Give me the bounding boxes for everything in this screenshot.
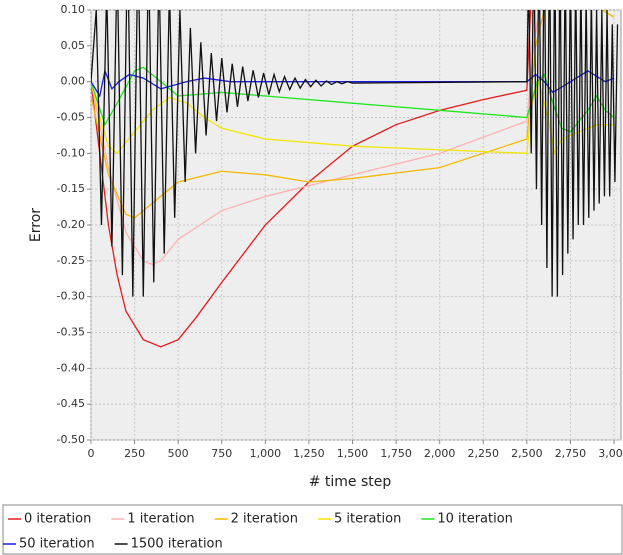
x-tick-label: 500 — [168, 447, 189, 460]
y-tick-label: -0.40 — [57, 361, 85, 374]
y-axis-title: Error — [28, 208, 44, 242]
legend-label: 50 iteration — [19, 537, 95, 552]
y-tick-label: 0.05 — [61, 39, 86, 52]
x-tick-label: 0 — [88, 447, 95, 460]
y-tick-label: -0.45 — [57, 397, 85, 410]
x-tick-label: 2,000 — [424, 447, 456, 460]
x-tick-label: 250 — [124, 447, 145, 460]
x-tick-label: 2,250 — [468, 447, 500, 460]
legend-label: 1500 iteration — [131, 537, 223, 552]
legend-label: 2 iteration — [231, 512, 298, 527]
y-tick-label: -0.20 — [57, 218, 85, 231]
legend-label: 1 iteration — [127, 512, 194, 527]
x-tick-label: 1,750 — [380, 447, 412, 460]
plot-lines — [91, 10, 619, 348]
x-tick-label: 1,500 — [337, 447, 369, 460]
y-tick-label: 0.00 — [61, 75, 86, 88]
legend-label: 0 iteration — [24, 512, 91, 527]
y-tick-label: -0.50 — [57, 433, 85, 446]
x-tick-label: 1,000 — [250, 447, 282, 460]
y-tick-label: -0.35 — [57, 326, 85, 339]
series-line — [91, 10, 619, 297]
y-tick-label: 0.10 — [61, 3, 86, 16]
y-tick-label: -0.30 — [57, 290, 85, 303]
y-tick-label: -0.25 — [57, 254, 85, 267]
x-tick-label: 750 — [211, 447, 232, 460]
legend-box — [2, 504, 623, 555]
y-tick-label: -0.15 — [57, 182, 85, 195]
x-tick-label: 2,750 — [555, 447, 587, 460]
y-tick-label: -0.05 — [57, 111, 85, 124]
legend-label: 5 iteration — [334, 512, 401, 527]
x-axis-title: # time step — [309, 474, 392, 490]
x-tick-label: 1,250 — [293, 447, 325, 460]
series-line — [91, 10, 532, 348]
x-tick-label: 3,000 — [598, 447, 623, 460]
x-tick-label: 2,500 — [511, 447, 543, 460]
legend-label: 10 iteration — [437, 512, 513, 527]
y-tick-label: -0.10 — [57, 146, 85, 159]
